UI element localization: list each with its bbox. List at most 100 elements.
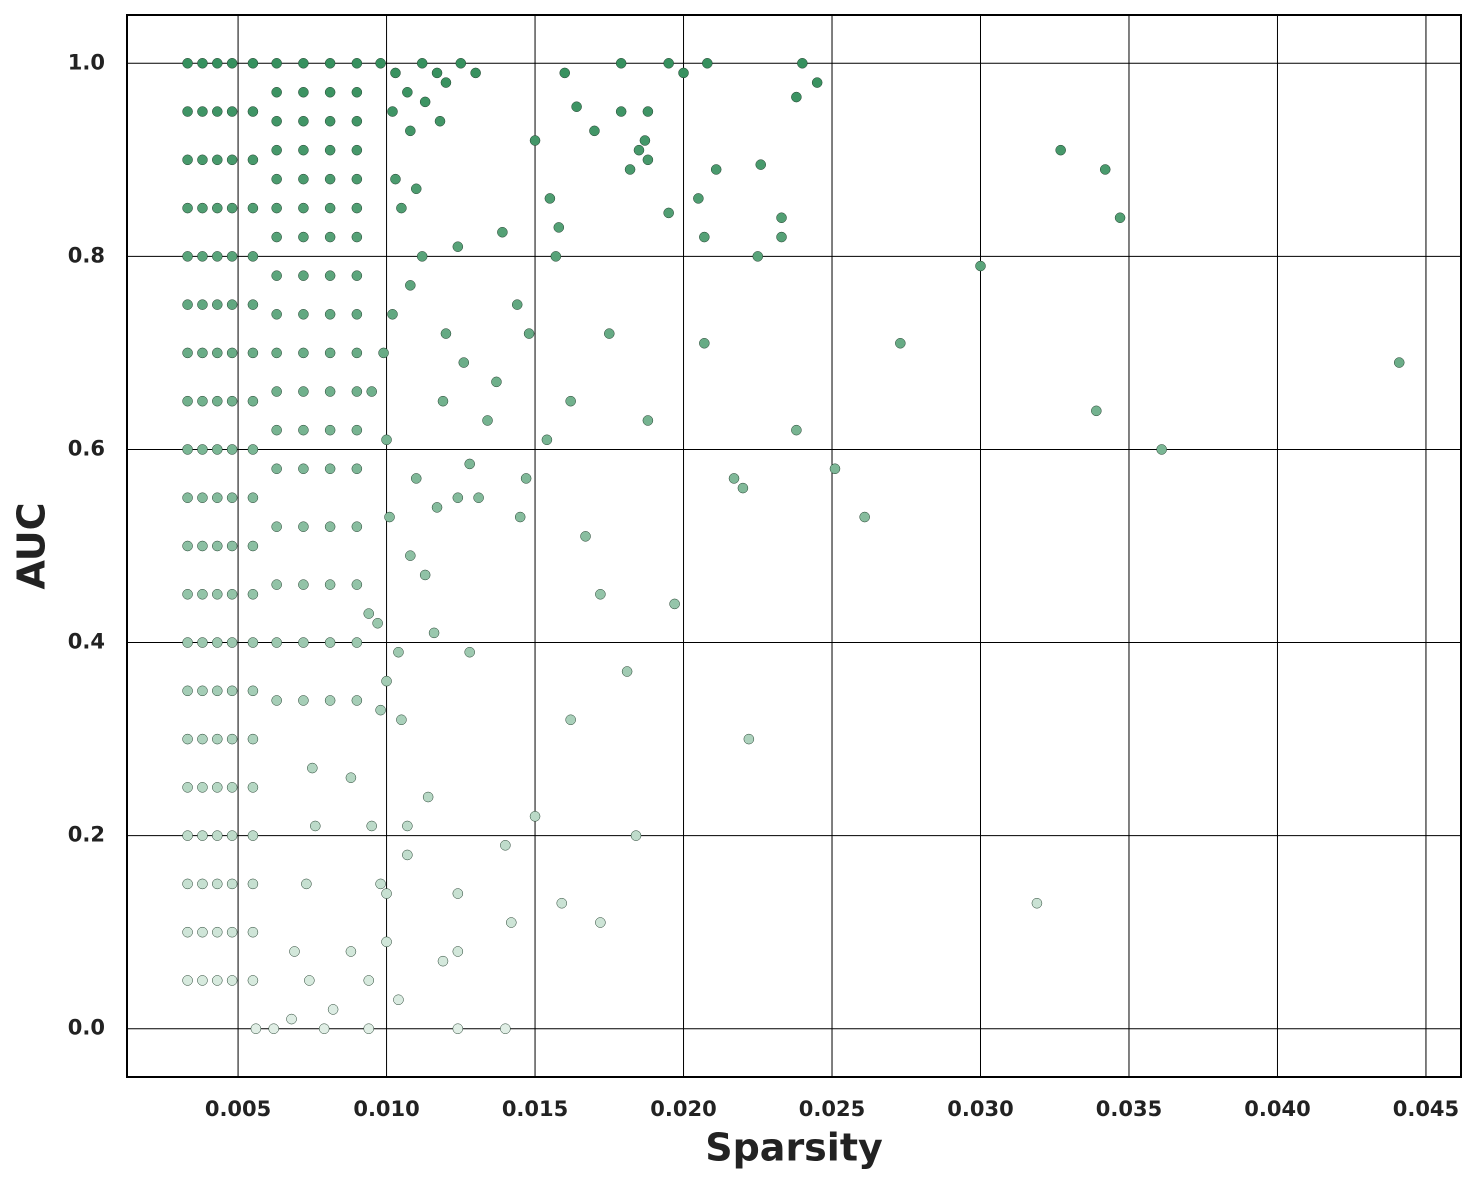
- x-tick-label: 0.025: [799, 1097, 865, 1121]
- point: [589, 125, 600, 137]
- point: [639, 135, 651, 146]
- point: [1055, 144, 1066, 156]
- point: [550, 251, 562, 262]
- y-tick-label: 0.2: [68, 823, 105, 847]
- point: [247, 347, 259, 359]
- point: [247, 733, 259, 745]
- point: [182, 347, 193, 359]
- x-axis-title: Sparsity: [705, 1126, 883, 1170]
- point: [553, 222, 565, 233]
- point: [197, 878, 208, 890]
- grid: [127, 15, 1461, 1077]
- point: [212, 58, 223, 69]
- point: [226, 782, 238, 793]
- point: [182, 589, 193, 600]
- point: [212, 540, 223, 552]
- point: [182, 154, 193, 166]
- point: [226, 299, 238, 310]
- point: [182, 733, 193, 745]
- point: [381, 936, 392, 948]
- point: [197, 492, 208, 503]
- point: [1393, 357, 1405, 368]
- point: [298, 579, 309, 590]
- point: [351, 86, 363, 98]
- point: [182, 202, 193, 214]
- point: [226, 106, 238, 117]
- point: [197, 830, 208, 841]
- point: [212, 395, 223, 407]
- point: [247, 58, 259, 69]
- point: [829, 463, 841, 475]
- point: [791, 91, 802, 103]
- point: [693, 193, 704, 204]
- point: [1091, 405, 1102, 417]
- point: [363, 1023, 374, 1034]
- point: [212, 299, 223, 310]
- point: [529, 811, 541, 822]
- point: [440, 328, 452, 339]
- point: [182, 299, 193, 310]
- point: [324, 231, 336, 243]
- point: [247, 589, 259, 600]
- point: [247, 251, 259, 262]
- point: [226, 251, 238, 262]
- point: [298, 637, 309, 648]
- point: [182, 395, 193, 407]
- point: [737, 482, 749, 494]
- point: [458, 357, 470, 368]
- point: [396, 202, 407, 214]
- point: [351, 424, 363, 436]
- y-tick-label: 0.8: [68, 243, 105, 267]
- point: [529, 135, 541, 146]
- point: [212, 733, 223, 745]
- point: [298, 347, 309, 359]
- point: [381, 675, 392, 687]
- point: [298, 463, 309, 475]
- point: [286, 1013, 297, 1025]
- point: [752, 251, 764, 262]
- point: [500, 840, 511, 851]
- point: [247, 878, 259, 890]
- point: [431, 67, 443, 79]
- point: [452, 1023, 464, 1034]
- point: [226, 202, 238, 214]
- point: [197, 154, 208, 166]
- point: [212, 106, 223, 117]
- point: [470, 67, 481, 79]
- point: [226, 637, 238, 648]
- point: [396, 714, 407, 726]
- point: [559, 67, 570, 79]
- point: [212, 154, 223, 166]
- point: [324, 579, 336, 590]
- point: [298, 521, 309, 532]
- point: [212, 830, 223, 841]
- point: [197, 58, 208, 69]
- point: [411, 183, 422, 195]
- point: [226, 492, 238, 503]
- point: [324, 347, 336, 359]
- point: [226, 444, 238, 455]
- point: [307, 762, 318, 774]
- point: [212, 492, 223, 503]
- x-tick-label: 0.045: [1393, 1097, 1459, 1121]
- point: [663, 58, 674, 69]
- point: [298, 695, 309, 706]
- point: [271, 424, 282, 436]
- point: [511, 299, 523, 310]
- point: [384, 511, 395, 523]
- point: [642, 106, 654, 117]
- point: [506, 917, 517, 928]
- point: [615, 58, 627, 69]
- point: [363, 975, 374, 986]
- point: [226, 154, 238, 166]
- point: [247, 540, 259, 552]
- point: [197, 347, 208, 359]
- x-tick-label: 0.035: [1096, 1097, 1162, 1121]
- point: [351, 695, 363, 706]
- point: [247, 782, 259, 793]
- point: [630, 830, 642, 841]
- point: [182, 637, 193, 648]
- point: [324, 86, 336, 98]
- point: [197, 685, 208, 697]
- point: [197, 106, 208, 117]
